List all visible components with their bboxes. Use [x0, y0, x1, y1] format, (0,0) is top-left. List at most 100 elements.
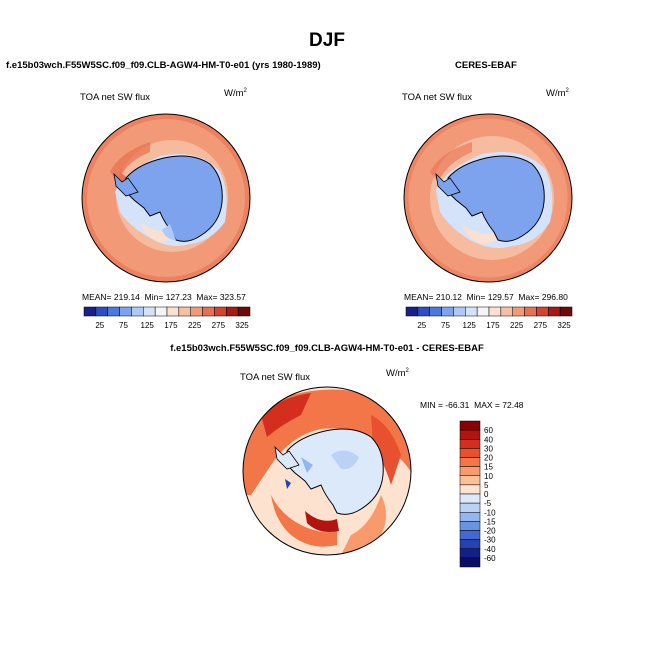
- model-mean-value: 219.14: [113, 292, 140, 302]
- colorbar-tick-label: 275: [534, 321, 548, 330]
- diff-min-value: -66.31: [445, 400, 470, 410]
- colorbar-swatch: [476, 306, 490, 317]
- obs-polar-map: [403, 113, 573, 283]
- colorbar-tick-label: -15: [484, 517, 496, 526]
- colorbar-swatch: [459, 539, 481, 549]
- diff-variable-label: TOA net SW flux: [240, 372, 311, 383]
- colorbar-swatch: [459, 457, 481, 467]
- colorbar-swatch: [559, 306, 573, 317]
- colorbar-swatch: [500, 306, 513, 317]
- colorbar-swatch: [237, 306, 251, 317]
- model-units-label: W/m2: [224, 88, 247, 100]
- diff-stats: MIN = -66.31 MAX = 72.48: [420, 400, 524, 410]
- colorbar-swatch: [178, 306, 191, 317]
- colorbar-swatch: [459, 521, 481, 531]
- colorbar-swatch: [441, 306, 454, 317]
- colorbar-swatch: [429, 306, 442, 317]
- colorbar-tick-label: 30: [484, 444, 493, 453]
- colorbar-swatch: [453, 306, 466, 317]
- colorbar-swatch: [214, 306, 227, 317]
- colorbar-swatch: [143, 306, 156, 317]
- season-title: DJF: [309, 30, 345, 51]
- model-max-value: 323.57: [219, 292, 246, 302]
- diff-units-label: W/m2: [386, 368, 409, 380]
- obs-units-label: W/m2: [546, 88, 569, 100]
- colorbar-swatch: [119, 306, 132, 317]
- colorbar-swatch: [190, 306, 203, 317]
- colorbar-tick-label: 40: [484, 435, 493, 444]
- colorbar-swatch: [459, 557, 481, 568]
- colorbar-swatch: [548, 306, 561, 317]
- colorbar-tick-label: -10: [484, 508, 496, 517]
- colorbar-swatch: [459, 448, 481, 458]
- colorbar-swatch: [202, 306, 215, 317]
- model-map-antarctica: [125, 155, 223, 242]
- colorbar-swatch: [459, 475, 481, 486]
- colorbar-swatch: [459, 512, 481, 522]
- colorbar-tick-label: 325: [557, 321, 571, 330]
- colorbar-tick-label: 5: [484, 481, 489, 490]
- colorbar-swatch: [459, 420, 481, 431]
- colorbar-swatch: [459, 548, 481, 559]
- colorbar-swatch: [131, 306, 144, 317]
- colorbar-tick-label: -30: [484, 536, 496, 545]
- colorbar-tick-label: 75: [441, 321, 450, 330]
- diff-max-value: 72.48: [502, 400, 524, 410]
- colorbar-swatch: [459, 439, 481, 449]
- model-stats: MEAN= 219.14 Min= 127.23 Max= 323.57: [82, 292, 246, 302]
- colorbar-swatch: [524, 306, 537, 317]
- colorbar-tick-label: 225: [510, 321, 524, 330]
- colorbar-swatch: [417, 306, 430, 317]
- colorbar-tick-label: 25: [417, 321, 426, 330]
- colorbar-swatch: [405, 306, 419, 317]
- colorbar-tick-label: 325: [235, 321, 249, 330]
- colorbar-tick-label: 275: [212, 321, 226, 330]
- diff-map-antarctica: [286, 428, 384, 515]
- colorbar-swatch: [166, 306, 180, 317]
- model-colorbar: 2575125175225275325375: [83, 306, 251, 330]
- diff-polar-map: [242, 386, 412, 556]
- colorbar-swatch: [536, 306, 549, 317]
- colorbar-swatch: [459, 493, 481, 504]
- colorbar-swatch: [459, 484, 481, 495]
- obs-max-value: 296.80: [541, 292, 568, 302]
- obs-variable-label: TOA net SW flux: [402, 92, 473, 103]
- colorbar-swatch: [459, 466, 481, 476]
- colorbar-tick-label: 175: [486, 321, 500, 330]
- colorbar-tick-label: 25: [95, 321, 104, 330]
- obs-title: CERES-EBAF: [455, 60, 517, 71]
- colorbar-swatch: [83, 306, 97, 317]
- colorbar-tick-label: 15: [484, 463, 493, 472]
- colorbar-swatch: [459, 429, 481, 440]
- colorbar-swatch: [95, 306, 108, 317]
- obs-mean-value: 210.12: [435, 292, 462, 302]
- model-min-value: 127.23: [165, 292, 192, 302]
- colorbar-tick-label: 20: [484, 454, 493, 463]
- colorbar-swatch: [465, 306, 478, 317]
- difference-title: f.e15b03wch.F55W5SC.f09_f09.CLB-AGW4-HM-…: [170, 343, 484, 354]
- obs-min-value: 129.57: [487, 292, 514, 302]
- colorbar-swatch: [459, 530, 481, 540]
- colorbar-swatch: [154, 306, 168, 317]
- colorbar-tick-label: -20: [484, 527, 496, 536]
- colorbar-tick-label: 125: [463, 321, 477, 330]
- colorbar-tick-label: -60: [484, 554, 496, 563]
- colorbar-swatch: [459, 502, 481, 513]
- obs-stats: MEAN= 210.12 Min= 129.57 Max= 296.80: [404, 292, 568, 302]
- colorbar-swatch: [226, 306, 239, 317]
- obs-colorbar: 2575125175225275325375: [405, 306, 573, 330]
- colorbar-tick-label: 10: [484, 472, 493, 481]
- obs-map-antarctica: [447, 155, 545, 242]
- model-polar-map: [81, 113, 251, 283]
- colorbar-tick-label: 0: [484, 490, 489, 499]
- model-variable-label: TOA net SW flux: [80, 92, 151, 103]
- colorbar-tick-label: 75: [119, 321, 128, 330]
- model-case-title: f.e15b03wch.F55W5SC.f09_f09.CLB-AGW4-HM-…: [6, 60, 321, 71]
- colorbar-swatch: [107, 306, 120, 317]
- colorbar-swatch: [488, 306, 502, 317]
- colorbar-tick-label: -5: [484, 499, 492, 508]
- colorbar-tick-label: -40: [484, 545, 496, 554]
- colorbar-swatch: [512, 306, 525, 317]
- colorbar-tick-label: 225: [188, 321, 202, 330]
